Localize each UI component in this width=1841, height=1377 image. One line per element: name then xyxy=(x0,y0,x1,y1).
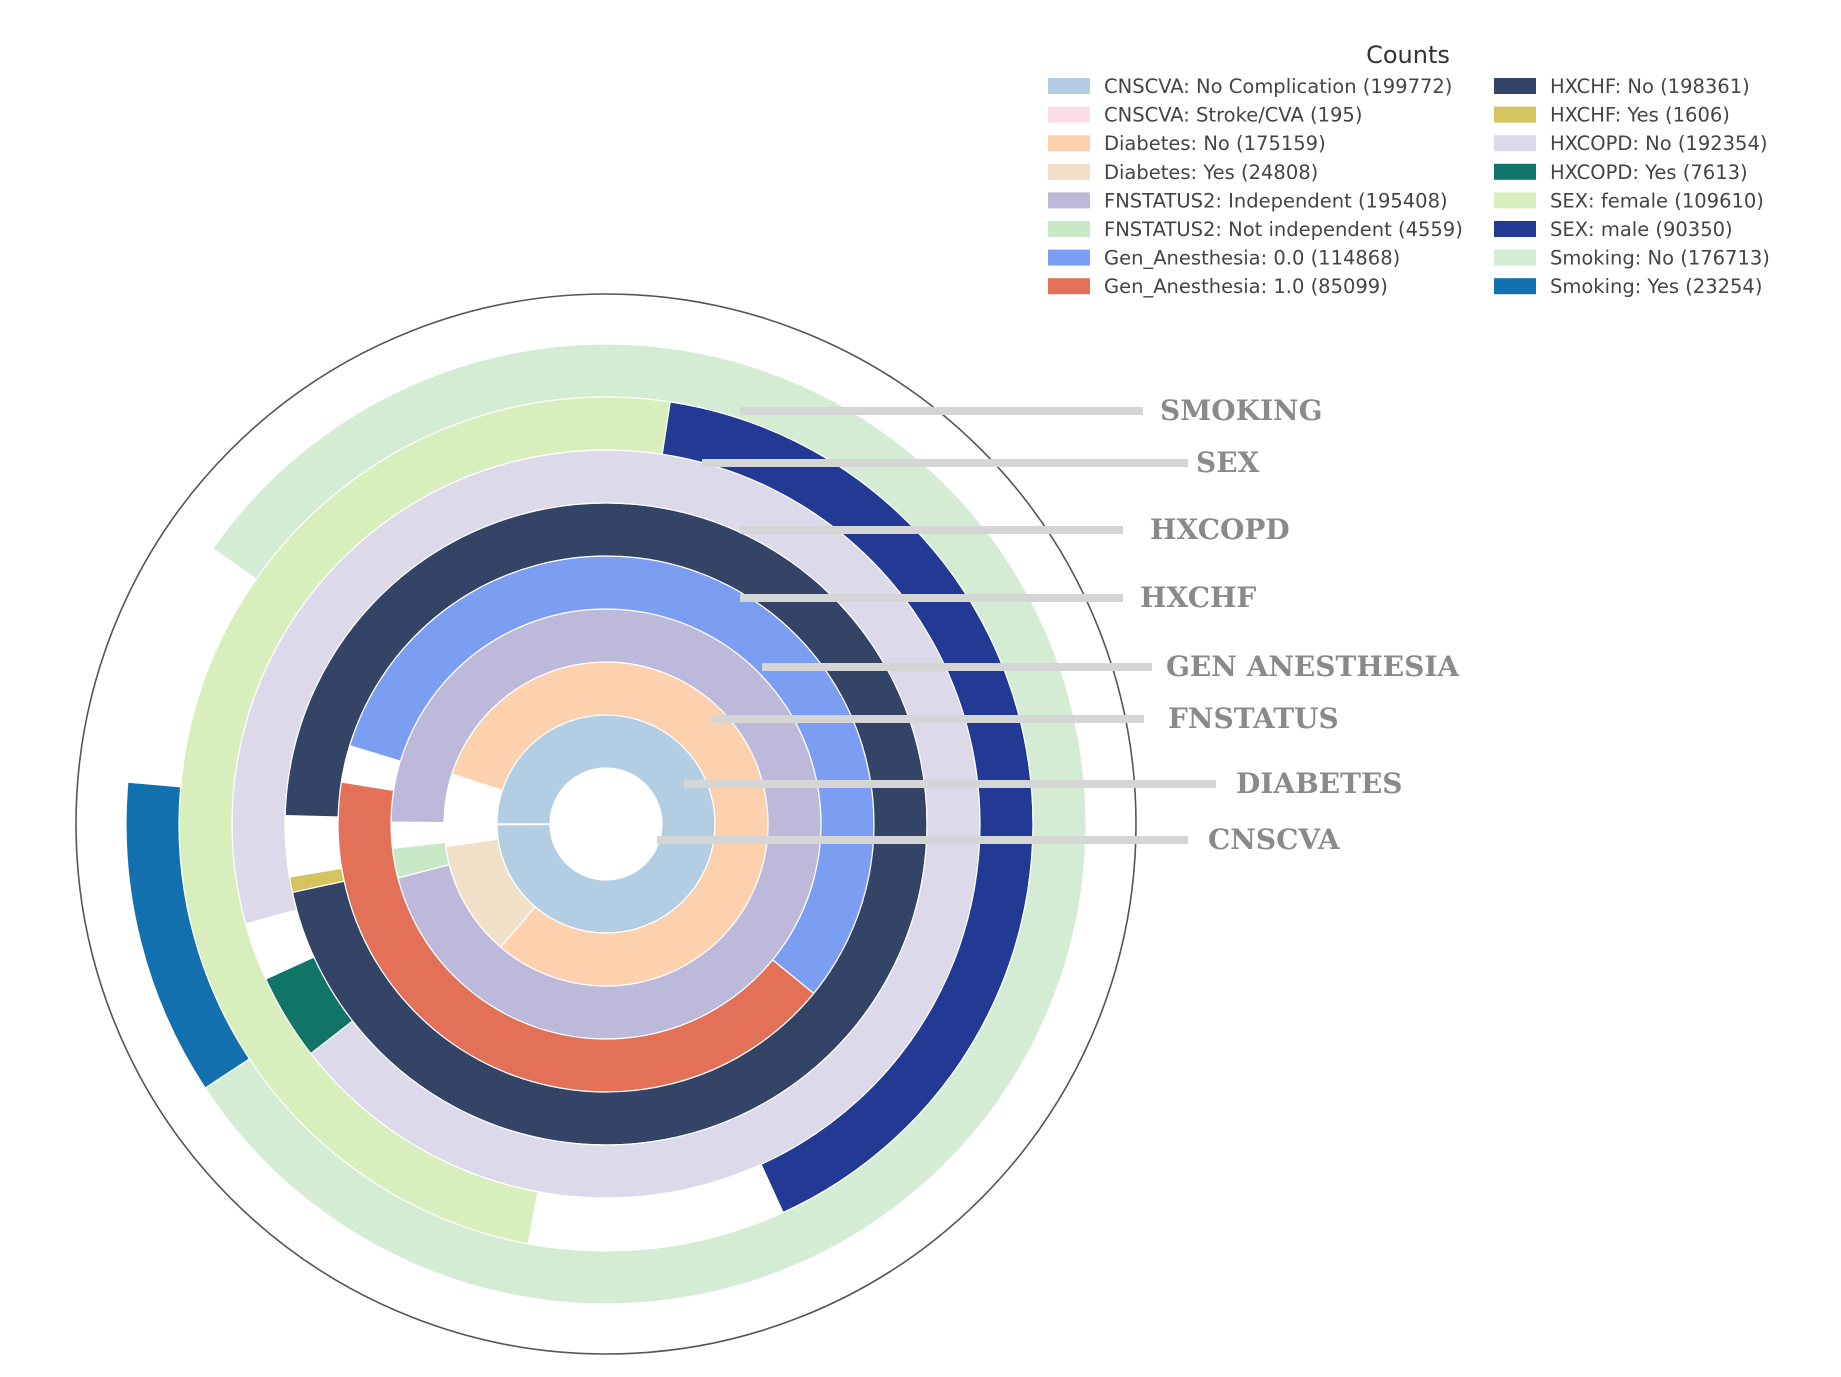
legend-entry: Gen_Anesthesia: 1.0 (85099) xyxy=(1048,275,1388,298)
outer-border-circle xyxy=(75,293,1137,1355)
legend-entry: Smoking: No (176713) xyxy=(1494,247,1770,270)
ring-label-smoking: SMOKING xyxy=(1160,394,1323,427)
legend-swatch xyxy=(1494,163,1536,180)
legend-entry: HXCOPD: No (192354) xyxy=(1494,132,1767,155)
legend-entry: FNSTATUS2: Independent (195408) xyxy=(1048,189,1448,212)
legend-label: HXCOPD: No (192354) xyxy=(1550,132,1767,155)
legend-label: FNSTATUS2: Not independent (4559) xyxy=(1104,218,1463,241)
legend-label: HXCOPD: Yes (7613) xyxy=(1550,161,1748,184)
legend-swatch xyxy=(1048,78,1090,94)
legend-entry: HXCHF: No (198361) xyxy=(1494,75,1750,98)
legend-swatch xyxy=(1494,78,1536,94)
legend-label: Diabetes: Yes (24808) xyxy=(1104,161,1318,184)
legend-entry: Diabetes: Yes (24808) xyxy=(1048,161,1318,184)
legend-swatch xyxy=(1048,278,1090,295)
legend-label: CNSCVA: No Complication (199772) xyxy=(1104,75,1452,98)
legend-title: Counts xyxy=(1366,41,1450,69)
legend-label: CNSCVA: Stroke/CVA (195) xyxy=(1104,104,1362,127)
ring-label-hxcopd: HXCOPD xyxy=(1150,513,1290,546)
legend-entry: CNSCVA: No Complication (199772) xyxy=(1048,75,1452,98)
ring-labels-layer: CNSCVA DIABETES FNSTATUS GEN ANESTHESIA HXCH… xyxy=(657,394,1460,856)
legend-entry: CNSCVA: Stroke/CVA (195) xyxy=(1048,104,1362,127)
legend-entry: Gen_Anesthesia: 0.0 (114868) xyxy=(1048,247,1400,270)
ring-segment-smoking-no xyxy=(204,343,1087,1305)
legend-label: HXCHF: Yes (1606) xyxy=(1550,104,1730,127)
legend: Counts CNSCVA: No Complication (199772) C… xyxy=(1048,41,1770,298)
ring-label-sex: SEX xyxy=(1196,446,1260,479)
ring-label-hxchf: HXCHF xyxy=(1140,581,1256,614)
ring-diabetes xyxy=(444,661,769,987)
legend-entry: SEX: female (109610) xyxy=(1494,189,1764,212)
legend-entry: HXCHF: Yes (1606) xyxy=(1494,104,1730,127)
ring-cnscva xyxy=(496,714,716,934)
legend-label: SEX: male (90350) xyxy=(1550,218,1733,241)
legend-swatch xyxy=(1494,135,1536,152)
rings-layer xyxy=(75,293,1137,1355)
ring-label-gen-anesthesia: GEN ANESTHESIA xyxy=(1166,650,1460,683)
ring-segment-smoking-yes xyxy=(125,781,251,1089)
legend-label: FNSTATUS2: Independent (195408) xyxy=(1104,189,1448,212)
ring-smoking xyxy=(125,343,1087,1305)
legend-swatch xyxy=(1048,192,1090,209)
legend-entry: SEX: male (90350) xyxy=(1494,218,1733,241)
legend-label: Diabetes: No (175159) xyxy=(1104,132,1326,155)
legend-entry: Smoking: Yes (23254) xyxy=(1494,275,1762,298)
legend-label: Smoking: No (176713) xyxy=(1550,247,1770,270)
legend-swatch xyxy=(1048,249,1090,266)
legend-label: Smoking: Yes (23254) xyxy=(1550,275,1762,298)
legend-swatch xyxy=(1494,221,1536,237)
legend-entry: Diabetes: No (175159) xyxy=(1048,132,1326,155)
legend-swatch xyxy=(1494,192,1536,209)
ring-segment-cnscva-stroke-cva xyxy=(496,823,551,826)
legend-label: SEX: female (109610) xyxy=(1550,189,1764,212)
legend-label: Gen_Anesthesia: 1.0 (85099) xyxy=(1104,275,1388,298)
legend-swatch xyxy=(1048,221,1090,237)
ring-label-cnscva: CNSCVA xyxy=(1208,823,1341,856)
legend-swatch xyxy=(1494,106,1536,123)
legend-swatch xyxy=(1494,278,1536,295)
legend-label: Gen_Anesthesia: 0.0 (114868) xyxy=(1104,247,1400,270)
ring-label-diabetes: DIABETES xyxy=(1236,767,1403,800)
legend-swatch xyxy=(1494,249,1536,266)
legend-entry: FNSTATUS2: Not independent (4559) xyxy=(1048,218,1463,241)
legend-swatch xyxy=(1048,163,1090,180)
legend-swatch xyxy=(1048,106,1090,123)
ring-label-fnstatus: FNSTATUS xyxy=(1168,702,1339,735)
legend-entry: HXCOPD: Yes (7613) xyxy=(1494,161,1748,184)
legend-label: HXCHF: No (198361) xyxy=(1550,75,1750,98)
legend-swatch xyxy=(1048,135,1090,152)
